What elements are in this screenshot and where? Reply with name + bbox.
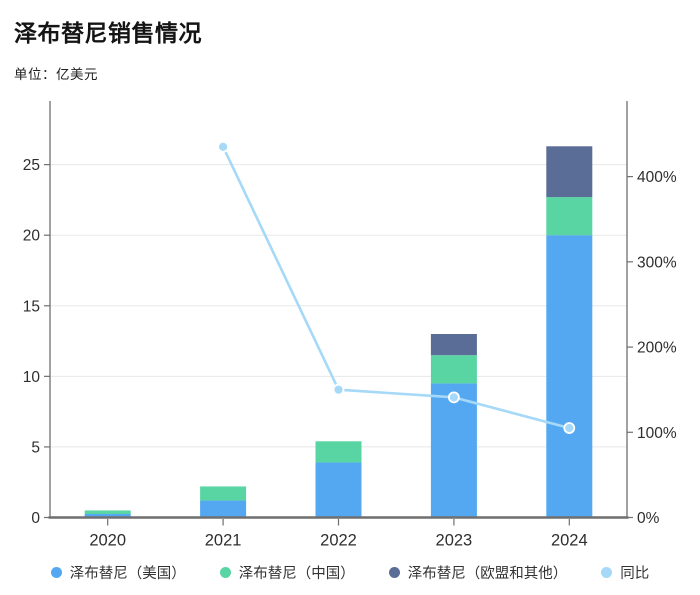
left-axis-tick-label: 15 (23, 298, 40, 315)
left-axis-tick-label: 20 (23, 228, 41, 245)
x-axis-tick-label: 2022 (320, 532, 357, 550)
bar-segment-2024-s0[interactable] (546, 235, 593, 518)
left-axis-tick-label: 10 (23, 369, 41, 386)
left-axis-tick-label: 0 (31, 510, 40, 527)
bar-segment-2021-s1[interactable] (200, 486, 247, 501)
right-axis-tick-label: 200% (637, 340, 677, 357)
bar-segment-2021-s0[interactable] (200, 500, 247, 518)
legend-dot-icon (601, 566, 613, 578)
bar-segment-2023-s0[interactable] (430, 383, 477, 518)
legend-item-2[interactable]: 泽布替尼（欧盟和其他） (388, 562, 568, 583)
x-axis-tick-label: 2024 (551, 532, 588, 550)
right-axis-tick-label: 400% (637, 169, 677, 186)
bar-segment-2022-s0[interactable] (315, 462, 362, 518)
bar-segment-2022-s1[interactable] (315, 441, 362, 463)
x-axis-tick-label: 2023 (436, 532, 473, 550)
legend-dot-icon (50, 566, 62, 578)
legend-label: 泽布替尼（欧盟和其他） (407, 565, 568, 582)
chart-header: 泽布替尼销售情况 单位：亿美元 (14, 14, 686, 83)
bar-segment-2024-s2[interactable] (546, 146, 593, 198)
bar-segment-2023-s1[interactable] (430, 355, 477, 384)
x-axis-tick-label: 2021 (205, 532, 242, 550)
legend-label: 同比 (620, 565, 650, 582)
legend-dot-icon (388, 566, 400, 578)
x-axis-tick-label: 2020 (89, 532, 126, 550)
page-title: 泽布替尼销售情况 (14, 20, 202, 46)
line-point[interactable] (563, 422, 576, 434)
bar-segment-2020-s1[interactable] (84, 510, 131, 514)
legend-label: 泽布替尼（美国） (69, 565, 186, 582)
right-axis-tick-label: 100% (637, 425, 677, 442)
line-point[interactable] (332, 383, 345, 396)
yoy-line (221, 145, 571, 430)
right-axis-tick-label: 0% (637, 510, 660, 527)
legend-item-3[interactable]: 同比 (601, 562, 649, 583)
legend-item-0[interactable]: 泽布替尼（美国） (50, 562, 186, 583)
line-point[interactable] (217, 140, 230, 153)
legend-label: 泽布替尼（中国） (238, 565, 355, 582)
left-axis-tick-label: 5 (31, 439, 40, 456)
legend-item-1[interactable]: 泽布替尼（中国） (219, 562, 355, 583)
unit-subtitle: 单位：亿美元 (14, 67, 98, 82)
left-axis-tick-label: 25 (23, 157, 40, 174)
right-axis-tick-label: 300% (637, 254, 677, 271)
bar-segment-2020-s0[interactable] (84, 513, 131, 518)
chart-legend: 泽布替尼（美国） 泽布替尼（中国） 泽布替尼（欧盟和其他） 同比 (0, 552, 700, 592)
bar-segment-2023-s2[interactable] (430, 334, 477, 356)
legend-dot-icon (219, 566, 231, 578)
bar-segment-2024-s1[interactable] (546, 197, 593, 236)
sales-chart: 0 5 10 15 20 25 0% 100% 200% 300% 400% 2020 2021 2022… (23, 101, 677, 550)
line-point[interactable] (447, 391, 460, 404)
